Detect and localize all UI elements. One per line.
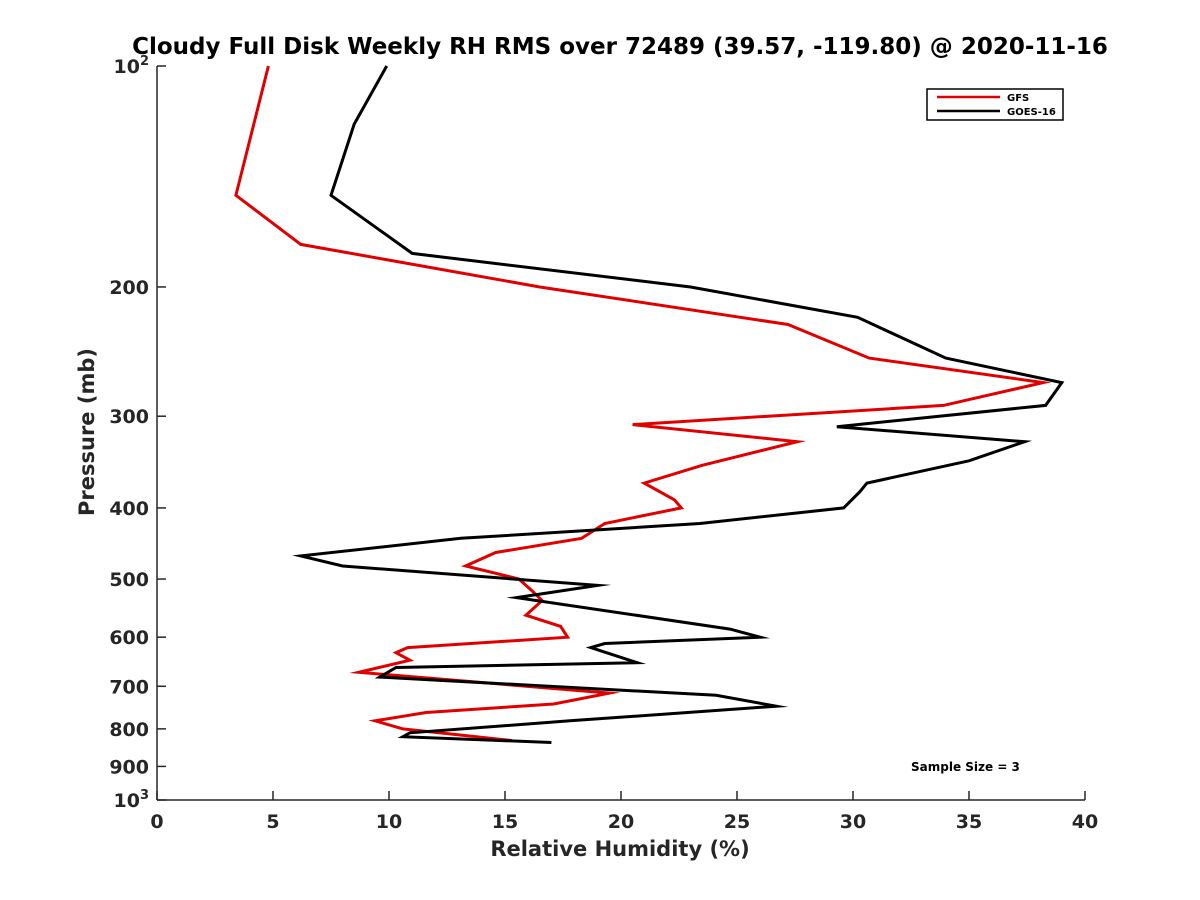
- legend-label: GFS: [1007, 93, 1029, 104]
- legend-box: [926, 88, 1064, 121]
- y-tick-label: 900: [109, 756, 149, 778]
- x-tick-label: 15: [492, 811, 518, 833]
- y-tick-label: 300: [109, 406, 149, 428]
- series-layer: [234, 65, 1065, 744]
- y-tick-label: 500: [109, 569, 149, 591]
- y-tick-label: 700: [109, 676, 149, 698]
- y-tick-label: 400: [109, 498, 149, 520]
- y-axis-label: Pressure (mb): [75, 348, 99, 516]
- x-axis: 0 5 10 15 20 25 30 35 40: [150, 791, 1098, 833]
- legend-label: GOES-16: [1007, 107, 1056, 118]
- sample-size-annotation: Sample Size = 3: [911, 760, 1020, 774]
- y-tick-label: 200: [109, 277, 149, 299]
- series-line-goes-16: [292, 65, 1065, 744]
- x-tick-label: 40: [1072, 811, 1098, 833]
- x-axis-label: Relative Humidity (%): [490, 837, 749, 861]
- x-tick-label: 10: [376, 811, 402, 833]
- y-tick-label: 800: [109, 719, 149, 741]
- x-tick-label: 25: [724, 811, 750, 833]
- y-tick-label: 103: [114, 788, 150, 812]
- y-axis: 102 200 300 400 500 600 700 800 900 103: [109, 54, 166, 812]
- x-tick-label: 5: [266, 811, 279, 833]
- x-tick-label: 35: [956, 811, 982, 833]
- legend: GFS GOES-16: [926, 88, 1064, 121]
- chart-title: Cloudy Full Disk Weekly RH RMS over 7248…: [132, 34, 1108, 60]
- x-tick-label: 0: [150, 811, 163, 833]
- series-line-gfs: [234, 65, 1052, 743]
- y-tick-label: 102: [114, 54, 150, 78]
- x-tick-label: 30: [840, 811, 866, 833]
- x-tick-label: 20: [608, 811, 634, 833]
- y-tick-label: 600: [109, 627, 149, 649]
